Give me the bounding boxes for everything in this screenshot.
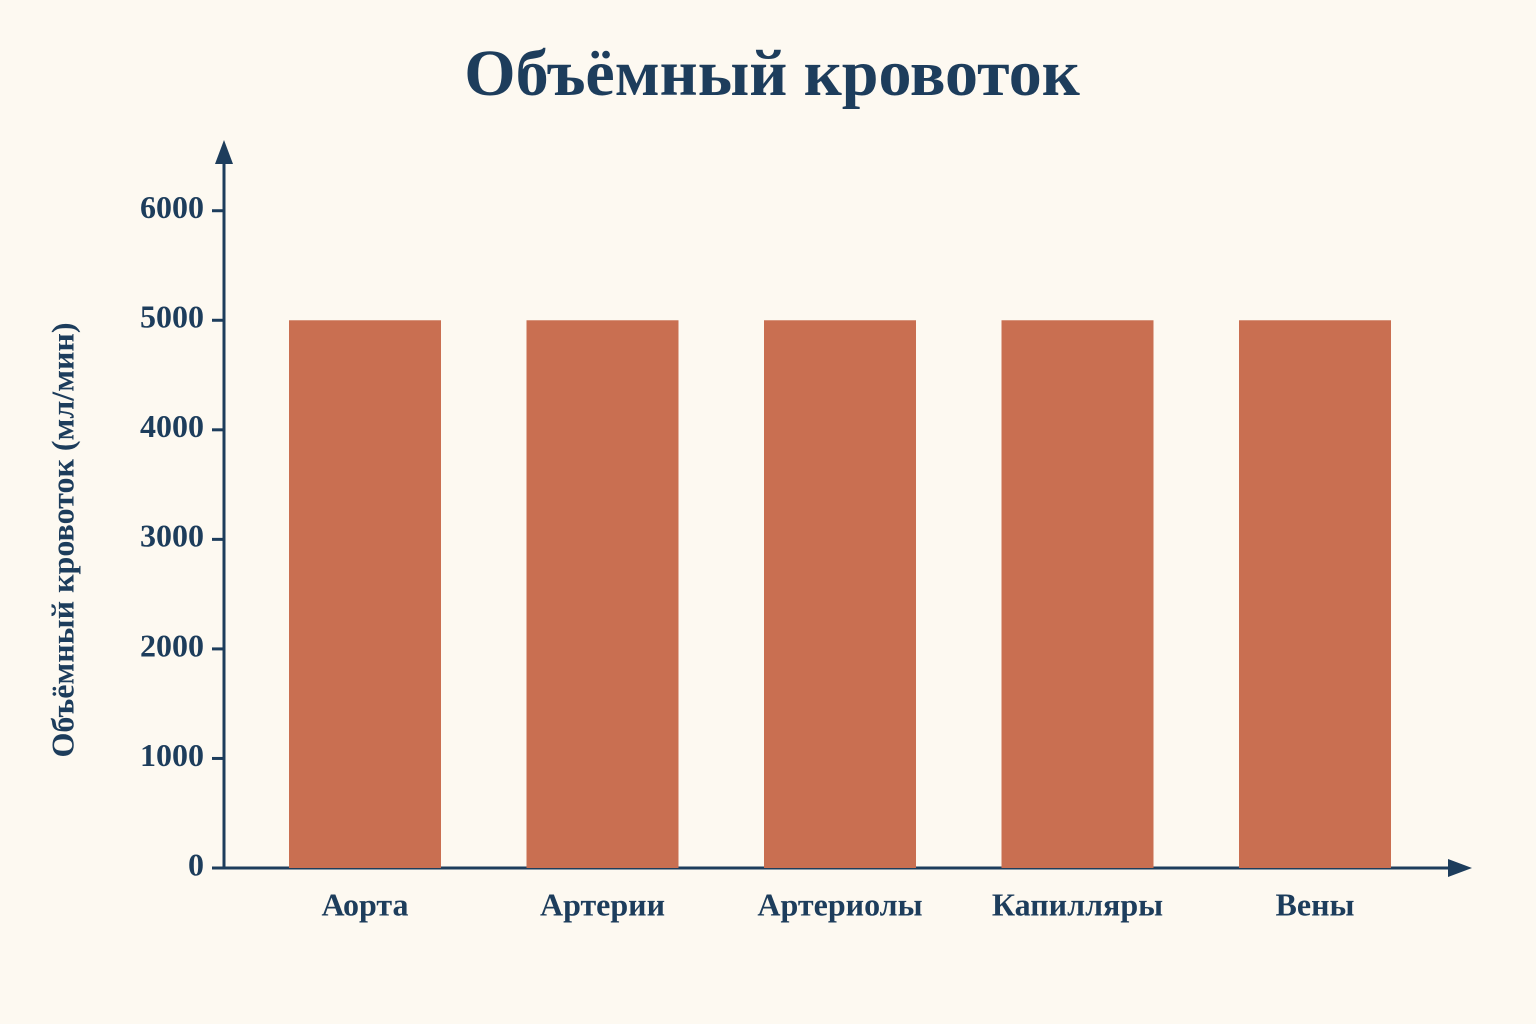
y-axis-arrow bbox=[215, 140, 233, 164]
bar bbox=[764, 320, 916, 869]
x-axis-arrow bbox=[1448, 859, 1472, 877]
x-tick-label: Капилляры bbox=[992, 886, 1163, 922]
bar bbox=[526, 320, 679, 869]
bar bbox=[1001, 320, 1154, 869]
x-tick-label: Артериолы bbox=[757, 886, 922, 922]
x-tick-label: Артерии bbox=[540, 886, 665, 922]
y-tick-label: 2000 bbox=[140, 627, 204, 663]
x-tick-label: Вены bbox=[1276, 886, 1355, 922]
y-tick-label: 6000 bbox=[140, 189, 204, 225]
y-tick-label: 5000 bbox=[140, 299, 204, 335]
chart-title: Объёмный кровоток bbox=[464, 37, 1080, 110]
x-tick-label: Аорта bbox=[322, 886, 409, 922]
y-tick-label: 1000 bbox=[140, 737, 204, 773]
bar bbox=[1239, 320, 1391, 869]
bar bbox=[289, 320, 441, 869]
y-axis-label: Объёмный кровоток (мл/мин) bbox=[44, 322, 80, 757]
y-tick-label: 3000 bbox=[140, 518, 204, 554]
y-tick-label: 0 bbox=[188, 846, 204, 882]
y-tick-label: 4000 bbox=[140, 408, 204, 444]
